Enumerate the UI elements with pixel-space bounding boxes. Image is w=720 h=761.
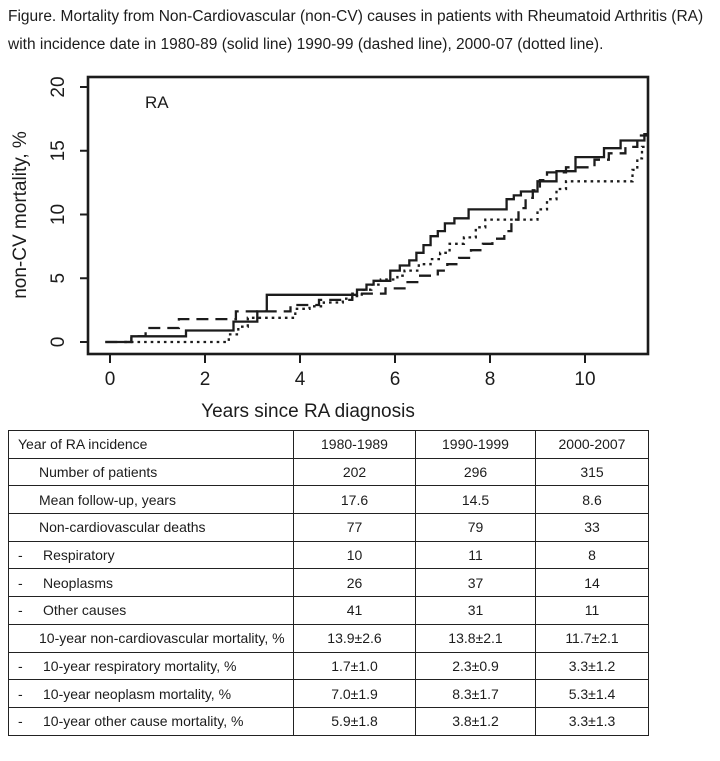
table-header-label: Year of RA incidence: [8, 430, 294, 459]
row-value: 33: [535, 513, 649, 542]
row-label-text: Respiratory: [43, 547, 115, 564]
row-value: 17.6: [293, 485, 416, 515]
row-label: 10-year non-cardiovascular mortality, %: [8, 623, 294, 653]
curve-1980-89: [105, 133, 649, 344]
row-label: - Neoplasms: [8, 568, 294, 598]
row-label-text: Mean follow-up, years: [39, 491, 176, 508]
curve-1990-99: [105, 134, 649, 344]
row-label: Non-cardiovascular deaths: [8, 513, 294, 542]
ra-annotation: RA: [145, 93, 169, 112]
row-label-text: 10-year other cause mortality, %: [43, 713, 244, 730]
row-value: 14.5: [415, 485, 536, 515]
y-axis-label: non-CV mortality, %: [10, 131, 31, 299]
results-table: Year of RA incidence 1980-1989 1990-1999 20…: [8, 430, 649, 736]
row-dash-marker: -: [18, 547, 23, 564]
row-value: 11: [415, 540, 536, 570]
row-label: - 10-year other cause mortality, %: [8, 706, 294, 736]
y-tick-label: 0: [48, 337, 69, 348]
row-value: 7.0±1.9: [293, 679, 416, 708]
row-label-text: 10-year neoplasm mortality, %: [43, 685, 232, 702]
table-row: 10-year non-cardiovascular mortality, % 1…: [8, 623, 649, 653]
curve-2000-07: [124, 145, 649, 344]
table-header-row: Year of RA incidence 1980-1989 1990-1999 20…: [8, 430, 649, 459]
row-label: Mean follow-up, years: [8, 485, 294, 515]
row-value: 41: [293, 596, 416, 625]
row-label-text: Number of patients: [39, 464, 158, 481]
table-header-period: 2000-2007: [535, 430, 649, 459]
row-value: 5.9±1.8: [293, 706, 416, 736]
x-tick-label: 10: [574, 369, 595, 390]
y-tick-label: 20: [48, 76, 69, 97]
row-value: 10: [293, 540, 416, 570]
row-value: 8: [535, 540, 649, 570]
y-tick-label: 5: [48, 273, 69, 284]
row-value: 5.3±1.4: [535, 679, 649, 708]
row-value: 8.3±1.7: [415, 679, 536, 708]
row-value: 13.9±2.6: [293, 623, 416, 653]
row-value: 1.7±1.0: [293, 651, 416, 681]
mortality-step-chart: non-CV mortality, % Years since RA diagn…: [0, 60, 720, 428]
chart-svg: non-CV mortality, % Years since RA diagn…: [10, 75, 650, 422]
row-value: 11: [535, 596, 649, 625]
x-tick-label: 2: [200, 369, 211, 390]
table-row: - 10-year respiratory mortality, % 1.7±1.0…: [8, 651, 649, 681]
row-label: - Respiratory: [8, 540, 294, 570]
x-tick-label: 8: [485, 369, 496, 390]
x-tick-label: 0: [105, 369, 116, 390]
row-value: 3.3±1.2: [535, 651, 649, 681]
y-tick-label: 15: [48, 140, 69, 161]
row-label: - Other causes: [8, 596, 294, 625]
row-value: 315: [535, 457, 649, 487]
row-value: 3.8±1.2: [415, 706, 536, 736]
table-row: - Respiratory 10 11 8: [8, 540, 649, 570]
table-row: Number of patients 202 296 315: [8, 457, 649, 487]
x-axis-label: Years since RA diagnosis: [201, 401, 415, 422]
row-value: 2.3±0.9: [415, 651, 536, 681]
axis-ticks: 0 2 4 6 8 10 0 5 10 15 20: [48, 76, 596, 390]
table-header-period: 1980-1989: [293, 430, 416, 459]
row-label: - 10-year neoplasm mortality, %: [8, 679, 294, 708]
row-value: 37: [415, 568, 536, 598]
row-label-text: Non-cardiovascular deaths: [39, 519, 206, 536]
table-row: - Neoplasms 26 37 14: [8, 568, 649, 598]
row-value: 296: [415, 457, 536, 487]
row-dash-marker: -: [18, 713, 23, 730]
row-label-text: Other causes: [43, 602, 127, 619]
row-dash-marker: -: [18, 574, 23, 591]
table-row: Non-cardiovascular deaths 77 79 33: [8, 513, 649, 542]
row-value: 79: [415, 513, 536, 542]
row-label: - 10-year respiratory mortality, %: [8, 651, 294, 681]
row-label-text: 10-year non-cardiovascular mortality, %: [39, 630, 285, 647]
row-dash-marker: -: [18, 602, 23, 619]
y-tick-label: 10: [48, 204, 69, 225]
row-dash-marker: -: [18, 685, 23, 702]
table-row: Mean follow-up, years 17.6 14.5 8.6: [8, 485, 649, 515]
row-value: 14: [535, 568, 649, 598]
row-value: 3.3±1.3: [535, 706, 649, 736]
figure-caption-line2: with incidence date in 1980-89 (solid li…: [8, 36, 604, 53]
row-label-text: 10-year respiratory mortality, %: [43, 657, 237, 674]
row-value: 31: [415, 596, 536, 625]
row-value: 26: [293, 568, 416, 598]
table-row: - 10-year neoplasm mortality, % 7.0±1.9 8.3…: [8, 679, 649, 708]
row-value: 11.7±2.1: [535, 623, 649, 653]
row-value: 77: [293, 513, 416, 542]
x-tick-label: 6: [390, 369, 401, 390]
plot-frame: [86, 75, 650, 356]
table-header-period: 1990-1999: [415, 430, 536, 459]
table-body: Number of patients 202 296 315 Mean follow-u…: [8, 457, 649, 736]
row-value: 8.6: [535, 485, 649, 515]
figure-caption-line1: Figure. Mortality from Non-Cardiovascula…: [8, 8, 704, 25]
row-value: 13.8±2.1: [415, 623, 536, 653]
table-row: - Other causes 41 31 11: [8, 596, 649, 625]
x-tick-label: 4: [295, 369, 306, 390]
mortality-curves: [105, 133, 649, 344]
table-row: - 10-year other cause mortality, % 5.9±1.8…: [8, 706, 649, 736]
row-label: Number of patients: [8, 457, 294, 487]
row-value: 202: [293, 457, 416, 487]
row-dash-marker: -: [18, 657, 23, 674]
row-label-text: Neoplasms: [43, 574, 114, 591]
